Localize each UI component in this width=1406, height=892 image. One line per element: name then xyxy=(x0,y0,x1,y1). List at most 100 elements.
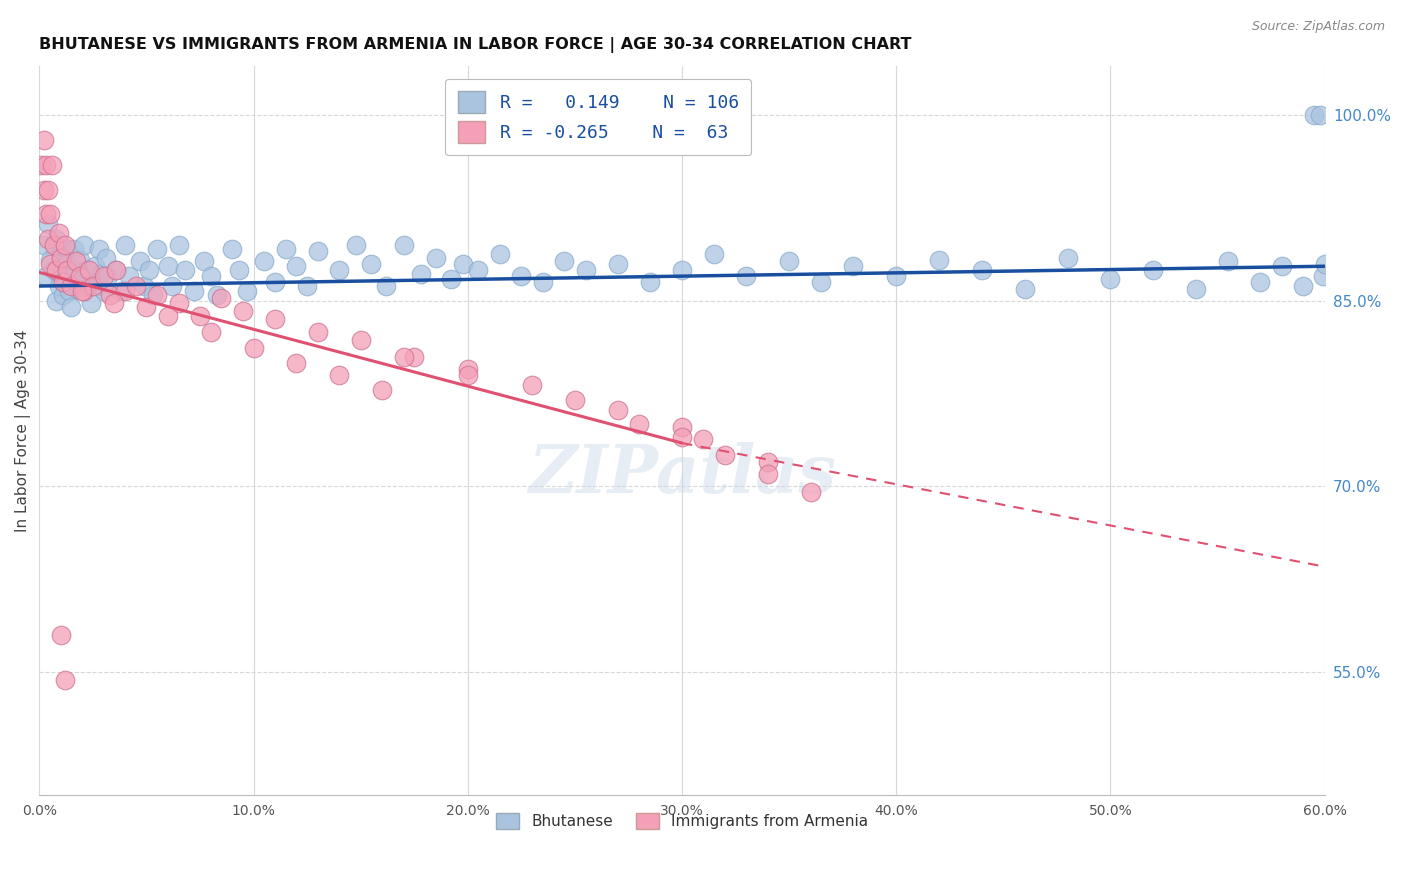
Text: Source: ZipAtlas.com: Source: ZipAtlas.com xyxy=(1251,20,1385,33)
Point xyxy=(138,263,160,277)
Point xyxy=(628,417,651,432)
Point xyxy=(48,226,70,240)
Point xyxy=(703,247,725,261)
Point xyxy=(39,257,62,271)
Point xyxy=(35,158,58,172)
Point xyxy=(49,628,72,642)
Point xyxy=(30,158,52,172)
Point xyxy=(810,276,832,290)
Point xyxy=(70,269,93,284)
Point xyxy=(93,269,115,284)
Point xyxy=(53,673,76,688)
Point xyxy=(174,263,197,277)
Point xyxy=(1014,281,1036,295)
Point xyxy=(209,292,232,306)
Point xyxy=(66,281,89,295)
Point xyxy=(884,269,907,284)
Point xyxy=(328,368,350,382)
Point xyxy=(756,467,779,481)
Point xyxy=(125,279,148,293)
Point xyxy=(404,350,426,364)
Point xyxy=(118,269,141,284)
Point xyxy=(90,267,112,281)
Point xyxy=(60,279,83,293)
Point xyxy=(167,296,190,310)
Point xyxy=(82,279,104,293)
Point xyxy=(35,207,58,221)
Point xyxy=(799,485,821,500)
Point xyxy=(80,296,103,310)
Point xyxy=(1099,271,1122,285)
Point xyxy=(58,267,80,281)
Point xyxy=(638,276,661,290)
Legend: Bhutanese, Immigrants from Armenia: Bhutanese, Immigrants from Armenia xyxy=(489,807,875,835)
Point xyxy=(134,279,156,293)
Point xyxy=(928,253,950,268)
Point xyxy=(264,312,287,326)
Point xyxy=(73,238,96,252)
Point xyxy=(606,402,628,417)
Point xyxy=(89,242,111,256)
Point xyxy=(221,242,243,256)
Point xyxy=(98,287,121,301)
Point xyxy=(45,293,67,308)
Point xyxy=(156,259,179,273)
Point xyxy=(671,420,693,434)
Point xyxy=(52,287,75,301)
Point xyxy=(105,263,128,277)
Point xyxy=(188,309,211,323)
Point xyxy=(37,183,59,197)
Point xyxy=(232,303,254,318)
Point xyxy=(575,263,598,277)
Point xyxy=(236,284,259,298)
Point xyxy=(45,263,67,277)
Point xyxy=(756,454,779,468)
Point xyxy=(1218,254,1240,268)
Point xyxy=(285,259,308,273)
Point xyxy=(56,263,79,277)
Point xyxy=(553,254,575,268)
Point xyxy=(146,287,169,301)
Point xyxy=(735,269,758,284)
Point xyxy=(200,269,222,284)
Point xyxy=(778,254,800,268)
Point xyxy=(1271,259,1294,273)
Point xyxy=(53,238,76,252)
Point xyxy=(65,263,87,277)
Point xyxy=(371,383,394,397)
Point xyxy=(49,251,72,265)
Point xyxy=(114,284,136,298)
Point xyxy=(360,257,382,271)
Point xyxy=(307,244,329,259)
Point xyxy=(44,238,66,252)
Point xyxy=(146,242,169,256)
Point xyxy=(142,287,165,301)
Point xyxy=(93,284,115,298)
Point xyxy=(65,254,87,268)
Point xyxy=(328,263,350,277)
Point xyxy=(32,133,55,147)
Point xyxy=(531,276,554,290)
Point xyxy=(205,287,228,301)
Point xyxy=(1312,269,1334,284)
Point xyxy=(510,269,533,284)
Point xyxy=(440,271,463,285)
Point xyxy=(77,279,100,293)
Point xyxy=(160,279,183,293)
Point xyxy=(105,263,128,277)
Point xyxy=(35,269,58,284)
Point xyxy=(520,378,543,392)
Point xyxy=(970,263,993,277)
Point xyxy=(69,269,91,284)
Point xyxy=(1292,279,1315,293)
Point xyxy=(200,325,222,339)
Point xyxy=(307,325,329,339)
Point xyxy=(242,341,264,355)
Point xyxy=(425,251,447,265)
Point xyxy=(457,368,479,382)
Y-axis label: In Labor Force | Age 30-34: In Labor Force | Age 30-34 xyxy=(15,329,31,532)
Point xyxy=(392,238,415,252)
Point xyxy=(392,350,415,364)
Point xyxy=(453,257,475,271)
Text: ZIPatlas: ZIPatlas xyxy=(529,442,837,507)
